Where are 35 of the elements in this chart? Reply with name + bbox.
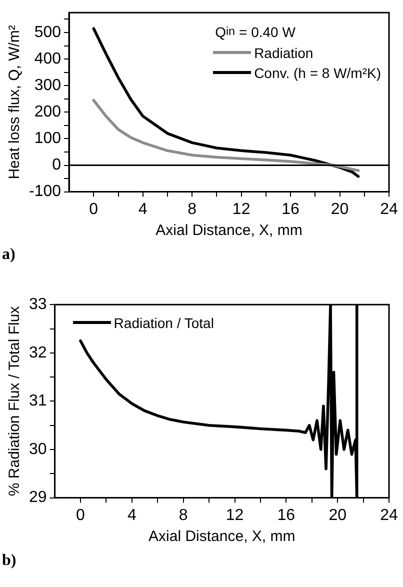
text: b) (2, 552, 16, 570)
x-tick-label: 16 (282, 200, 300, 218)
x-axis-title: Axial Distance, X, mm (148, 528, 296, 546)
x-tick-label: 24 (380, 200, 398, 218)
legend-label: Conv. (h = 8 W/m²K) (254, 64, 381, 81)
y-tick-label: 300 (34, 77, 62, 94)
x-tick-label: 8 (188, 200, 197, 218)
legend-label: Radiation / Total (114, 314, 214, 331)
y-tick-label: 30 (29, 440, 47, 458)
y-axis-title: % Radiation Flux / Total Flux (6, 306, 24, 496)
y-tick-label: 32 (29, 344, 47, 362)
x-tick-label: 4 (127, 506, 136, 524)
x-tick-label: 0 (89, 200, 98, 218)
x-tick-label: 8 (178, 506, 188, 524)
y-tick-label: 31 (29, 392, 47, 410)
x-tick-label: 4 (138, 200, 148, 218)
y-tick-label: -100 (28, 183, 62, 200)
legend-label: Radiation (254, 44, 314, 61)
x-tick-label: 24 (380, 506, 398, 524)
x-tick-label: 20 (328, 506, 347, 524)
y-tick-label: 200 (34, 104, 62, 121)
y-tick-label: 500 (34, 24, 62, 41)
x-tick-label: 0 (76, 506, 86, 524)
text: a) (2, 246, 16, 264)
y-tick-label: 33 (29, 296, 47, 314)
x-axis-title: Axial Distance, X, mm (156, 222, 302, 240)
x-tick-label: 20 (330, 200, 349, 218)
y-axis-title: Heat loss flux, Q, W/m² (6, 25, 24, 180)
y-tick-label: 29 (29, 489, 47, 506)
x-tick-label: 12 (232, 200, 250, 218)
y-tick-label: 0 (52, 156, 62, 174)
x-tick-label: 12 (226, 506, 244, 524)
y-tick-label: 100 (34, 130, 62, 148)
x-tick-label: 16 (277, 506, 296, 524)
y-tick-label: 400 (34, 50, 62, 68)
